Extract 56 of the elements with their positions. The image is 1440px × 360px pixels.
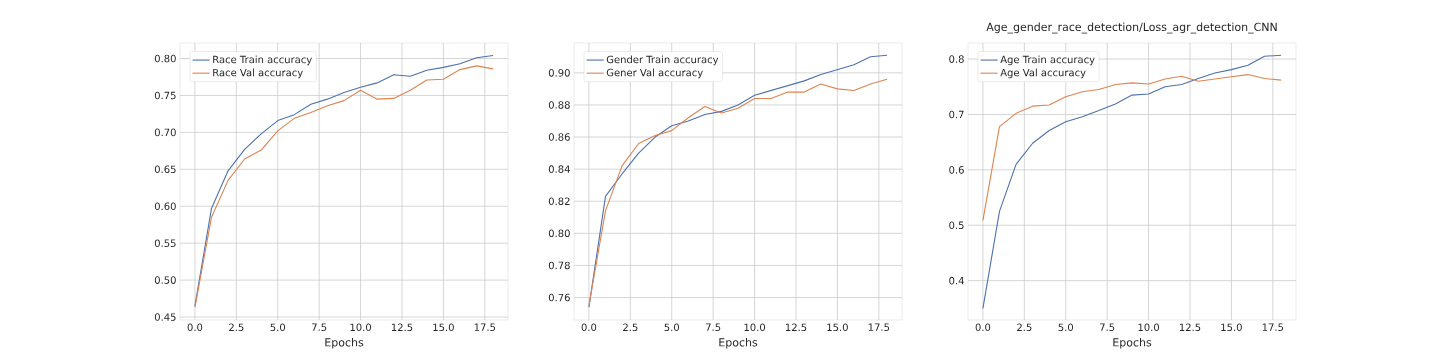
x-tick-label: 12.5 [785, 323, 807, 332]
y-tick-label: 0.78 [548, 261, 570, 270]
y-tick-label: 0.80 [548, 229, 570, 238]
legend-label: Race Val accuracy [213, 68, 303, 79]
y-tick-label: 0.86 [548, 133, 570, 141]
x-tick-label: 7.5 [1100, 323, 1115, 331]
x-tick-label: 15.0 [827, 323, 848, 332]
x-tick-label: 17.5 [868, 323, 890, 331]
x-tick-label: 15.0 [1221, 323, 1242, 332]
x-tick-label: 7.5 [706, 323, 721, 331]
legend-label: Race Train accuracy [213, 55, 312, 66]
y-tick-label: 0.90 [548, 69, 570, 77]
y-tick-label: 0.45 [154, 313, 176, 321]
y-tick-label: 0.82 [548, 197, 570, 206]
y-tick-label: 0.6 [949, 166, 964, 174]
x-tick-label: 10.0 [1138, 323, 1160, 332]
x-tick-label: 7.5 [312, 323, 327, 331]
chart-title: Age_gender_race_detection/Loss_agr_detection_CNN [986, 22, 1277, 34]
x-axis-title: Epochs [719, 337, 758, 349]
x-tick-label: 2.5 [229, 323, 244, 332]
y-tick-label: 0.88 [548, 101, 570, 109]
x-tick-label: 5.0 [664, 323, 680, 332]
y-tick-label: 0.7 [949, 110, 964, 119]
x-tick-label: 12.5 [391, 323, 413, 332]
y-tick-label: 0.75 [154, 91, 176, 100]
y-tick-label: 0.76 [548, 293, 570, 302]
x-tick-label: 10.0 [744, 323, 766, 332]
x-tick-label: 5.0 [1058, 323, 1074, 332]
legend-label: Gener Val accuracy [606, 68, 703, 79]
y-tick-label: 0.84 [548, 165, 570, 173]
x-tick-label: 2.5 [623, 323, 638, 332]
x-axis-title: Epochs [1113, 337, 1152, 349]
line-series [982, 54, 1282, 309]
x-tick-label: 5.0 [270, 323, 286, 332]
legend-label: Age Train accuracy [1000, 55, 1095, 66]
x-tick-label: 12.5 [1179, 323, 1201, 332]
x-tick-label: 17.5 [474, 323, 496, 331]
legend-label: Gender Train accuracy [606, 55, 719, 66]
y-tick-label: 0.55 [154, 239, 176, 247]
y-tick-label: 0.65 [154, 165, 176, 174]
x-tick-label: 17.5 [1262, 323, 1284, 331]
y-tick-label: 0.70 [154, 128, 176, 137]
y-tick-label: 0.8 [949, 55, 964, 63]
y-tick-label: 0.5 [949, 221, 964, 230]
y-tick-label: 0.4 [949, 276, 964, 285]
x-tick-label: 0.0 [581, 323, 597, 332]
x-tick-label: 2.5 [1017, 323, 1032, 332]
x-axis-title: Epochs [325, 337, 364, 349]
x-tick-label: 15.0 [433, 323, 454, 332]
x-tick-label: 10.0 [350, 323, 372, 332]
x-tick-label: 0.0 [187, 323, 203, 332]
legend-label: Age Val accuracy [1000, 68, 1086, 79]
x-tick-label: 0.0 [975, 323, 991, 332]
y-tick-label: 0.50 [154, 276, 176, 284]
y-tick-label: 0.80 [154, 54, 176, 63]
y-tick-label: 0.60 [154, 202, 176, 211]
